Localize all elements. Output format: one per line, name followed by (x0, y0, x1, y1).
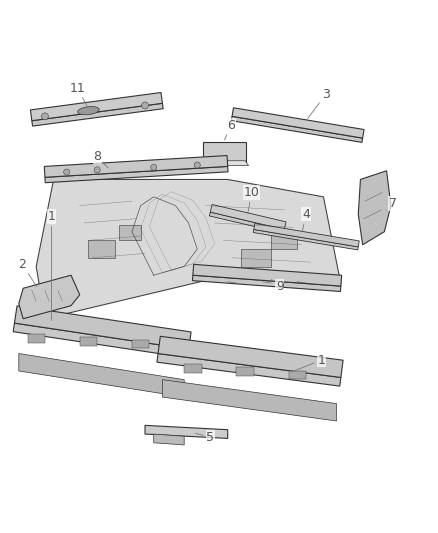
Ellipse shape (78, 107, 99, 115)
Text: 6: 6 (225, 118, 235, 140)
Polygon shape (254, 223, 359, 247)
Polygon shape (14, 306, 191, 349)
Polygon shape (19, 353, 184, 397)
FancyBboxPatch shape (271, 234, 297, 249)
Text: 10: 10 (244, 186, 260, 214)
Polygon shape (157, 353, 341, 386)
Polygon shape (358, 171, 391, 245)
Polygon shape (210, 205, 286, 230)
Polygon shape (192, 275, 341, 292)
Polygon shape (13, 323, 188, 358)
FancyBboxPatch shape (184, 365, 201, 373)
Polygon shape (232, 108, 364, 138)
Circle shape (94, 167, 100, 173)
Text: 11: 11 (70, 82, 87, 107)
Text: 9: 9 (271, 279, 284, 293)
FancyBboxPatch shape (28, 334, 45, 343)
Text: 7: 7 (386, 197, 397, 210)
Polygon shape (154, 434, 184, 445)
Circle shape (141, 102, 148, 109)
Polygon shape (231, 116, 363, 142)
Polygon shape (162, 379, 336, 421)
Circle shape (194, 162, 200, 168)
Text: 4: 4 (302, 208, 310, 231)
Circle shape (42, 113, 48, 120)
FancyBboxPatch shape (241, 249, 271, 266)
Polygon shape (145, 425, 228, 439)
FancyBboxPatch shape (203, 142, 246, 161)
Polygon shape (253, 230, 358, 250)
Circle shape (151, 164, 157, 171)
Circle shape (64, 169, 70, 175)
FancyBboxPatch shape (88, 240, 115, 258)
FancyBboxPatch shape (80, 337, 97, 346)
Text: 1: 1 (47, 210, 55, 320)
FancyBboxPatch shape (119, 225, 141, 240)
Polygon shape (158, 336, 343, 377)
Polygon shape (209, 212, 284, 233)
Text: 1: 1 (291, 353, 325, 372)
Polygon shape (32, 103, 163, 126)
FancyBboxPatch shape (132, 340, 149, 349)
Text: 3: 3 (308, 88, 329, 118)
Polygon shape (36, 180, 341, 319)
Polygon shape (19, 275, 80, 319)
Polygon shape (193, 264, 342, 286)
Polygon shape (44, 156, 228, 177)
Polygon shape (45, 166, 228, 183)
Text: 2: 2 (18, 258, 37, 287)
Text: 8: 8 (93, 150, 108, 168)
FancyBboxPatch shape (289, 370, 306, 379)
FancyBboxPatch shape (237, 367, 254, 376)
Polygon shape (204, 161, 249, 166)
Polygon shape (30, 93, 162, 120)
Text: 5: 5 (196, 431, 214, 443)
